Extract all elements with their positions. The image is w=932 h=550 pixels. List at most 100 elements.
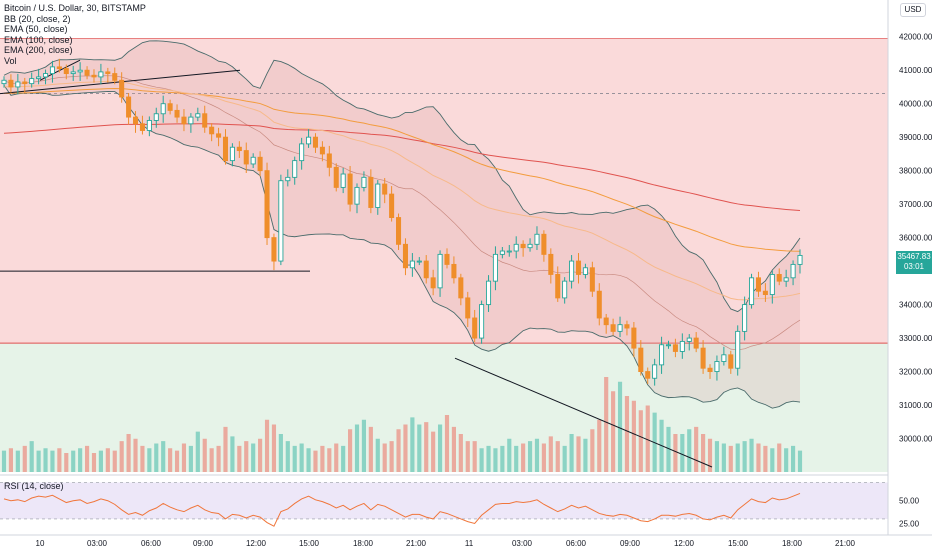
legend-ema100[interactable]: EMA (100, close) (4, 34, 73, 45)
volume-bar (140, 445, 145, 472)
volume-bar (514, 445, 519, 472)
volume-bar (168, 448, 173, 472)
volume-bar (382, 443, 387, 472)
candle-body (707, 367, 713, 373)
price-tick-label: 30000.00 (899, 435, 932, 444)
volume-bar (91, 453, 97, 472)
indicator-legend: Bitcoin / U.S. Dollar, 30, BITSTAMP BB (… (4, 3, 146, 66)
time-tick-label: 03:00 (87, 539, 108, 548)
candle-body (202, 113, 208, 128)
legend-title[interactable]: Bitcoin / U.S. Dollar, 30, BITSTAMP (4, 3, 146, 13)
volume-bar (417, 424, 422, 472)
volume-bar (57, 448, 62, 472)
candle-body (617, 324, 623, 332)
volume-bar (84, 445, 90, 472)
price-tick-label: 39000.00 (899, 133, 932, 142)
candle-body (139, 123, 145, 131)
candle-body (776, 274, 782, 282)
volume-bar (354, 424, 360, 472)
candle-body (43, 73, 49, 78)
candle-body (652, 364, 658, 379)
volume-bar (521, 443, 526, 472)
volume-bar (223, 426, 228, 472)
candle-body (264, 170, 270, 239)
volume-bar (541, 443, 546, 472)
volume-bar (320, 445, 325, 472)
candle-body (160, 103, 166, 115)
legend-ema50[interactable]: EMA (50, close) (4, 24, 68, 34)
volume-bar (784, 448, 789, 472)
volume-bar (770, 448, 775, 472)
candle-body (569, 260, 575, 282)
volume-bar (64, 453, 69, 472)
legend-ema200[interactable]: EMA (200, close) (4, 45, 73, 55)
ema200-line (3, 123, 801, 211)
volume-bar (78, 448, 83, 472)
volume-bar (728, 445, 733, 472)
volume-bar (147, 448, 152, 472)
price-tick-label: 36000.00 (899, 234, 932, 243)
legend-bb[interactable]: BB (20, close, 2) (4, 13, 71, 24)
volume-bar (444, 415, 450, 472)
candle-body (797, 254, 803, 265)
volume-bar (763, 445, 768, 472)
currency-button[interactable]: USD (900, 3, 926, 17)
volume-bar (327, 448, 332, 472)
legend-vol[interactable]: Vol (4, 55, 17, 66)
candle-body (22, 81, 28, 85)
volume-bar (174, 450, 180, 472)
candle-body (534, 233, 540, 245)
candle-body (790, 263, 796, 279)
volume-bar (258, 438, 263, 472)
candle-body (506, 250, 512, 253)
candle-body (49, 66, 55, 75)
volume-bar (431, 431, 436, 472)
candle-body (236, 146, 242, 152)
candle-body (63, 68, 69, 75)
ema50-line (3, 80, 801, 301)
volume-bar (437, 424, 443, 472)
candle-body (783, 277, 789, 282)
candle-body (70, 71, 76, 75)
candle-body (451, 263, 457, 279)
candle-body (444, 253, 450, 265)
candle-body (167, 103, 173, 111)
rsi-pane (0, 474, 888, 527)
volume-bar (188, 445, 193, 472)
bb-basis (3, 75, 801, 351)
candle-body (250, 156, 256, 165)
volume-bar (562, 445, 567, 472)
volume-bar (202, 438, 207, 472)
candle-body (762, 290, 768, 295)
candle-body (340, 173, 346, 188)
bb-upper (3, 40, 801, 313)
volume-bar (278, 434, 283, 472)
candle-body (479, 304, 485, 339)
candle-body (582, 267, 588, 275)
volume-bar (8, 448, 13, 472)
time-tick-label: 21:00 (406, 539, 427, 548)
volume-bar (527, 441, 533, 472)
volume-bar (43, 448, 48, 472)
volume-bar (306, 448, 311, 472)
ema-lines (3, 80, 801, 301)
volume-bar (230, 436, 235, 472)
volume-bar (375, 438, 380, 472)
volume-bar (216, 445, 221, 472)
volume-bar (29, 441, 34, 472)
volume-bar (251, 443, 256, 472)
volume-bar (133, 438, 138, 472)
candle-body (382, 183, 388, 195)
volume-bar (597, 419, 602, 472)
candle-body (513, 243, 519, 252)
volume-bar (617, 381, 623, 472)
volume-bar (458, 434, 463, 472)
volume-bar (493, 448, 498, 472)
volume-bar (465, 441, 470, 472)
candle-body (98, 71, 104, 78)
candle-body (195, 113, 201, 118)
rsi-legend[interactable]: RSI (14, close) (4, 481, 64, 491)
candle-body (679, 340, 685, 352)
candle-body (631, 327, 637, 349)
